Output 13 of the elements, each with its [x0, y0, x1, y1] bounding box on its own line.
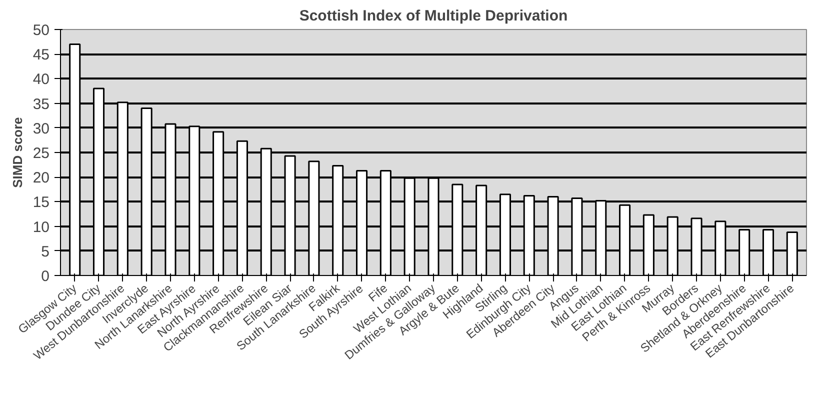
y-tick-label: 50 — [32, 22, 50, 39]
y-axis-title: SIMD score — [10, 117, 25, 188]
y-tick-label: 20 — [32, 170, 50, 187]
y-tick-label: 30 — [32, 120, 50, 138]
chart-title: Scottish Index of Multiple Deprivation — [299, 8, 568, 24]
y-tick-label: 35 — [32, 96, 50, 113]
y-tick-label: 40 — [32, 71, 50, 88]
y-tick-label: 45 — [32, 46, 50, 64]
y-tick-label: 15 — [32, 194, 50, 212]
y-tick-label: 5 — [41, 243, 50, 260]
y-tick-label: 0 — [41, 268, 50, 285]
y-tick-label: 25 — [32, 145, 50, 162]
y-tick-label: 10 — [32, 218, 50, 236]
